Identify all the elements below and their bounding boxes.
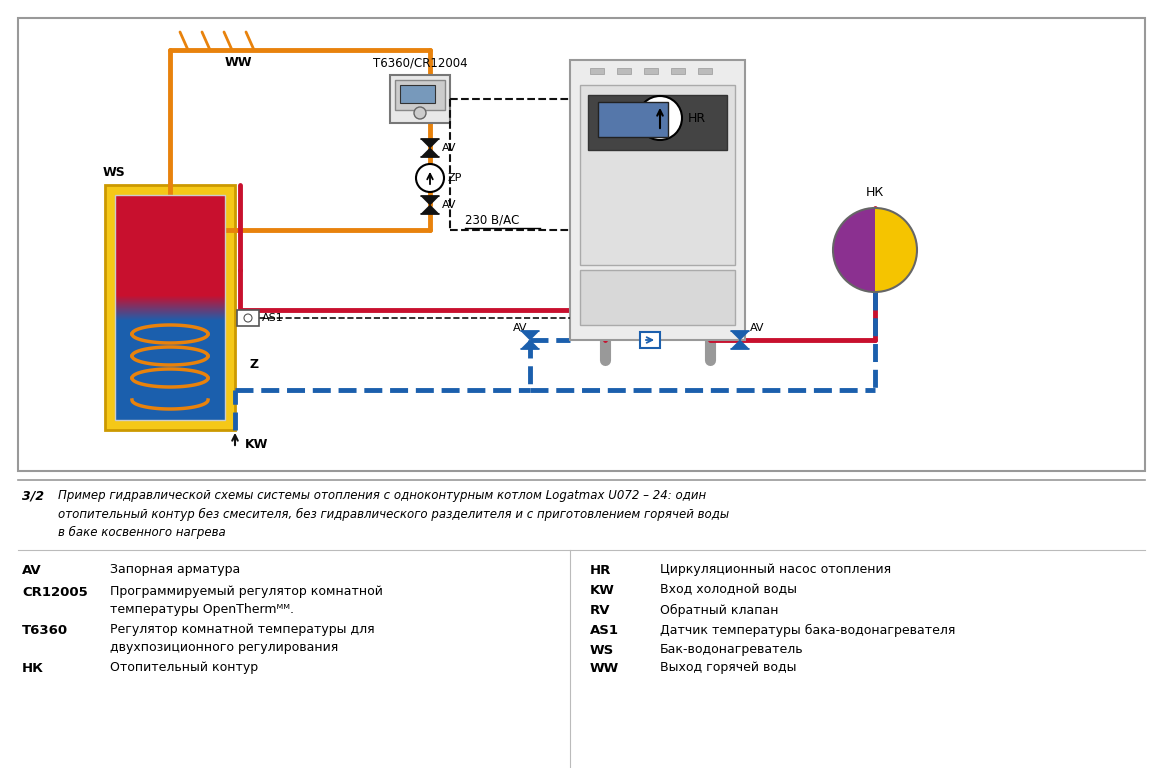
- Bar: [617, 68, 631, 74]
- Text: ZP: ZP: [447, 173, 461, 183]
- Text: 230 В/АС: 230 В/АС: [465, 214, 520, 227]
- Bar: [115, 309, 225, 310]
- Text: Выход горячей воды: Выход горячей воды: [661, 661, 797, 674]
- Text: AV: AV: [442, 143, 457, 153]
- Text: Пример гидравлической схемы системы отопления с одноконтурным котлом Logatmax U0: Пример гидравлической схемы системы отоп…: [58, 489, 706, 502]
- Bar: [115, 306, 225, 307]
- Bar: [115, 316, 225, 317]
- Bar: [115, 308, 225, 309]
- Bar: [115, 296, 225, 297]
- Text: Бак-водонагреватель: Бак-водонагреватель: [661, 644, 804, 657]
- Text: HR: HR: [589, 564, 612, 577]
- Bar: [640, 332, 661, 348]
- Text: AS1: AS1: [589, 624, 619, 637]
- Text: Вход холодной воды: Вход холодной воды: [661, 584, 797, 597]
- Bar: [115, 300, 225, 301]
- Polygon shape: [421, 148, 439, 157]
- Text: T6360: T6360: [22, 624, 68, 637]
- Bar: [395, 80, 445, 110]
- Bar: [115, 307, 225, 420]
- Text: Отопительный контур: Отопительный контур: [110, 661, 259, 674]
- Text: НК: НК: [866, 186, 884, 198]
- Polygon shape: [730, 331, 749, 340]
- Text: температуры OpenThermᴹᴹ.: температуры OpenThermᴹᴹ.: [110, 604, 294, 617]
- Bar: [598, 102, 668, 137]
- Bar: [115, 313, 225, 314]
- Bar: [115, 314, 225, 315]
- Bar: [115, 297, 225, 298]
- Bar: [115, 304, 225, 305]
- Text: KW: KW: [245, 438, 268, 451]
- Polygon shape: [730, 340, 749, 349]
- Bar: [698, 68, 712, 74]
- Circle shape: [416, 164, 444, 192]
- Bar: [580, 85, 735, 265]
- Polygon shape: [421, 205, 439, 214]
- Text: 3/2: 3/2: [22, 489, 44, 502]
- Bar: [115, 310, 225, 311]
- Bar: [115, 311, 225, 312]
- Bar: [115, 195, 225, 307]
- Text: HR: HR: [689, 111, 706, 124]
- Bar: [115, 301, 225, 302]
- Bar: [671, 68, 685, 74]
- Bar: [17, 18, 1145, 471]
- Bar: [589, 68, 603, 74]
- Text: AV: AV: [513, 323, 528, 333]
- Bar: [115, 298, 225, 299]
- Bar: [570, 60, 744, 340]
- Bar: [115, 315, 225, 316]
- Text: Запорная арматура: Запорная арматура: [110, 564, 240, 577]
- Text: Датчик температуры бака-водонагревателя: Датчик температуры бака-водонагревателя: [661, 624, 955, 637]
- Bar: [580, 270, 735, 325]
- Text: Циркуляционный насос отопления: Циркуляционный насос отопления: [661, 564, 891, 577]
- Circle shape: [638, 96, 682, 140]
- Bar: [115, 312, 225, 313]
- Text: AV: AV: [442, 200, 457, 210]
- Wedge shape: [833, 208, 875, 292]
- Bar: [115, 318, 225, 319]
- Text: T6360/CR12004: T6360/CR12004: [373, 57, 467, 69]
- Text: WW: WW: [589, 661, 620, 674]
- Text: Z: Z: [250, 359, 259, 372]
- Circle shape: [414, 107, 426, 119]
- Bar: [115, 307, 225, 308]
- Text: Обратный клапан: Обратный клапан: [661, 604, 778, 617]
- Bar: [105, 185, 235, 430]
- Bar: [115, 317, 225, 318]
- Bar: [115, 305, 225, 306]
- Polygon shape: [421, 196, 439, 205]
- Bar: [115, 303, 225, 304]
- Text: WW: WW: [225, 55, 253, 68]
- Bar: [400, 85, 435, 103]
- Bar: [115, 302, 225, 303]
- Text: Программируемый регулятор комнатной: Программируемый регулятор комнатной: [110, 585, 383, 598]
- Wedge shape: [875, 208, 917, 292]
- Text: AV: AV: [22, 564, 42, 577]
- Text: AS1: AS1: [262, 313, 284, 323]
- Bar: [390, 75, 450, 123]
- Text: WS: WS: [103, 167, 126, 180]
- Bar: [115, 195, 225, 420]
- Bar: [644, 68, 658, 74]
- Bar: [115, 295, 225, 296]
- Bar: [588, 95, 727, 150]
- Polygon shape: [521, 340, 539, 349]
- Text: AV: AV: [750, 323, 764, 333]
- Bar: [115, 319, 225, 320]
- Text: WS: WS: [589, 644, 614, 657]
- Bar: [115, 299, 225, 300]
- Text: отопительный контур без смесителя, без гидравлического разделителя и с приготовл: отопительный контур без смесителя, без г…: [58, 508, 729, 521]
- Text: в баке косвенного нагрева: в баке косвенного нагрева: [58, 525, 226, 538]
- Text: двухпозиционного регулирования: двухпозиционного регулирования: [110, 641, 338, 654]
- Polygon shape: [521, 331, 539, 340]
- Bar: [236, 310, 259, 326]
- Polygon shape: [421, 139, 439, 148]
- Text: KW: KW: [589, 584, 615, 597]
- Text: Регулятор комнатной температуры для: Регулятор комнатной температуры для: [110, 624, 375, 637]
- Text: НК: НК: [22, 661, 44, 674]
- Text: RV: RV: [589, 604, 610, 617]
- Text: CR12005: CR12005: [22, 585, 87, 598]
